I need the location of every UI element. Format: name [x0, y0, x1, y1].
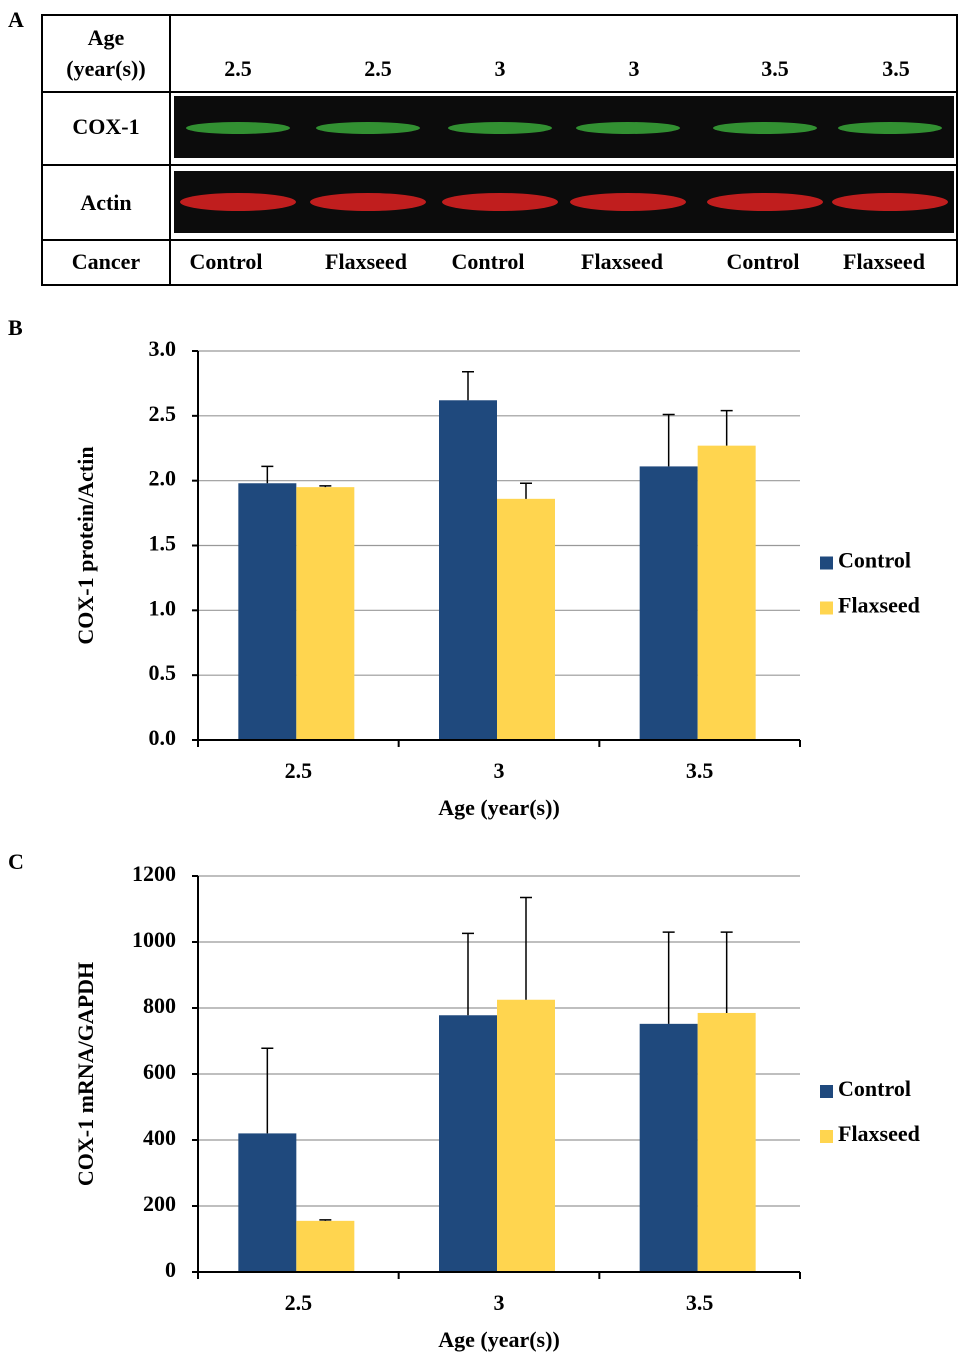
table-header: Age	[88, 25, 125, 50]
cox-band	[186, 122, 290, 134]
group-label: Control	[452, 249, 525, 274]
y-tick-label: 2.0	[149, 466, 177, 491]
y-tick-label: 0.5	[149, 660, 177, 685]
legend-label: Flaxseed	[838, 593, 920, 618]
age-label: 3	[495, 56, 506, 81]
y-tick-label: 1.0	[149, 595, 177, 620]
y-tick-label: 1.5	[149, 531, 177, 556]
error-bar	[720, 409, 733, 446]
actin-band	[180, 193, 296, 211]
y-tick-label: 1200	[132, 861, 176, 886]
error-bar	[261, 1047, 274, 1134]
bar	[697, 1012, 756, 1272]
y-tick-label: 400	[143, 1125, 176, 1150]
x-tick-label: 3.5	[686, 758, 714, 783]
cox-band	[316, 122, 420, 134]
actin-band	[310, 193, 426, 211]
y-tick-label: 2.5	[149, 401, 177, 426]
y-axis-label: COX-1 mRNA/GAPDH	[73, 962, 98, 1186]
cox-band	[576, 122, 680, 134]
age-label: 3.5	[761, 56, 789, 81]
legend-label: Control	[838, 1076, 911, 1101]
group-label: Flaxseed	[325, 249, 407, 274]
actin-band	[832, 193, 948, 211]
x-tick-label: 3	[494, 758, 505, 783]
bar	[238, 1133, 297, 1272]
y-tick-label: 0	[165, 1257, 176, 1282]
actin-band	[442, 193, 558, 211]
y-tick-label: 800	[143, 993, 176, 1018]
cox-band	[838, 122, 942, 134]
legend-swatch	[820, 1130, 833, 1143]
table-header: (year(s))	[66, 56, 145, 81]
y-tick-label: 1000	[132, 927, 176, 952]
age-label: 2.5	[364, 56, 392, 81]
error-bar	[720, 931, 733, 1013]
error-bar	[520, 896, 532, 1000]
bar	[639, 1023, 698, 1272]
blot-table: Age (year(s)) COX-1 Actin Cancer	[41, 14, 958, 286]
x-axis-label: Age (year(s))	[438, 795, 560, 820]
bar	[697, 445, 756, 740]
row-label: Cancer	[72, 249, 141, 274]
y-axis-label: COX-1 protein/Actin	[73, 446, 98, 644]
x-tick-label: 2.5	[285, 1290, 313, 1315]
x-tick-label: 3.5	[686, 1290, 714, 1315]
age-label: 3.5	[882, 56, 910, 81]
error-bar	[261, 465, 274, 484]
x-axis-label: Age (year(s))	[438, 1327, 560, 1352]
group-label: Flaxseed	[843, 249, 925, 274]
row-label: COX-1	[72, 114, 139, 139]
error-bar	[662, 931, 675, 1024]
cox-band	[448, 122, 552, 134]
bar	[439, 1015, 497, 1272]
group-label: Control	[190, 249, 263, 274]
panel-label: A	[8, 7, 24, 32]
bar	[238, 483, 297, 740]
bar	[497, 999, 555, 1272]
cox-band	[713, 122, 817, 134]
legend-swatch	[820, 1085, 833, 1098]
error-bar	[319, 1219, 332, 1221]
bar	[296, 1220, 355, 1272]
legend-label: Flaxseed	[838, 1121, 920, 1146]
actin-band	[707, 193, 823, 211]
group-label: Control	[727, 249, 800, 274]
group-label: Flaxseed	[581, 249, 663, 274]
panel-label: B	[8, 315, 23, 340]
table-border	[41, 14, 958, 286]
bar	[639, 466, 698, 740]
blot-image	[174, 96, 954, 158]
legend-swatch	[820, 556, 833, 570]
y-tick-label: 600	[143, 1059, 176, 1084]
error-bar	[520, 482, 532, 499]
row-label: Actin	[80, 190, 131, 215]
error-bar	[319, 485, 332, 488]
error-bar	[462, 932, 474, 1016]
age-label: 2.5	[224, 56, 252, 81]
age-label: 3	[629, 56, 640, 81]
y-tick-label: 3.0	[149, 336, 177, 361]
legend-label: Control	[838, 548, 911, 573]
error-bar	[662, 413, 675, 467]
y-tick-label: 200	[143, 1191, 176, 1216]
x-tick-label: 3	[494, 1290, 505, 1315]
blot-image	[174, 171, 954, 233]
y-tick-label: 0.0	[149, 725, 177, 750]
x-tick-label: 2.5	[285, 758, 313, 783]
bar	[296, 487, 355, 740]
actin-band	[570, 193, 686, 211]
bar	[439, 400, 497, 740]
panel-label: C	[8, 849, 24, 874]
bar	[497, 498, 555, 740]
error-bar	[462, 370, 474, 401]
legend-swatch	[820, 601, 833, 615]
